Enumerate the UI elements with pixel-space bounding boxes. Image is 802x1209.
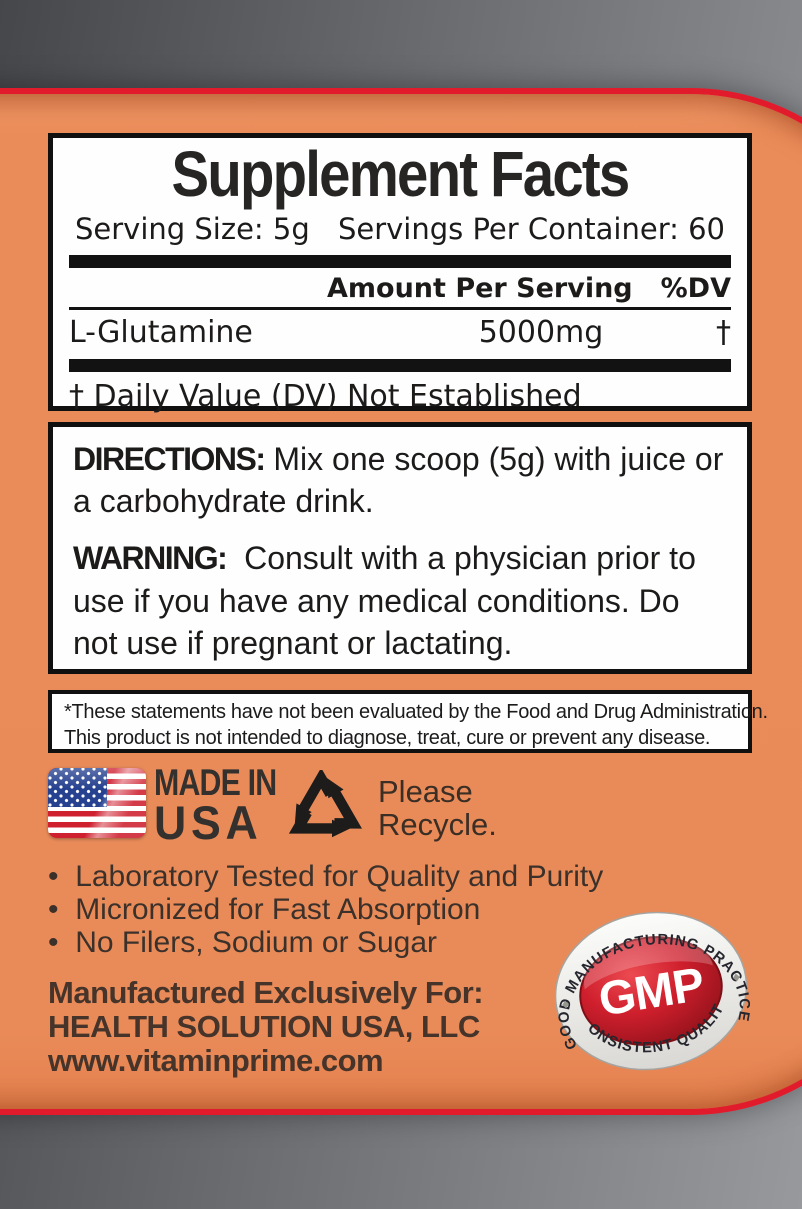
recycle-arrowhead: [326, 777, 344, 799]
feature-item: No Filers, Sodium or Sugar: [48, 926, 603, 959]
usa-text: USA: [154, 796, 263, 849]
ingredient-name: L-Glutamine: [69, 315, 253, 351]
gmp-gloss: [584, 931, 713, 990]
gmp-right-diamond: [732, 973, 740, 982]
fda-disclaimer-panel: *These statements have not been evaluate…: [48, 690, 768, 753]
directions-label: DIRECTIONS:: [73, 441, 266, 477]
recycle-arm: [298, 770, 335, 812]
manufactured-for-label: Manufactured Exclusively For:: [48, 975, 484, 1010]
recycle-arm: [330, 789, 362, 829]
amount-per-serving-header: Amount Per Serving: [327, 273, 633, 305]
serving-size: Serving Size: 5g: [75, 212, 310, 247]
directions-paragraph: DIRECTIONS: Mix one scoop (5g) with juic…: [73, 438, 727, 522]
directions-panel: DIRECTIONS: Mix one scoop (5g) with juic…: [48, 422, 752, 674]
gmp-red-oval: [579, 936, 723, 1046]
gmp-seal: GOOD MANUFACTURING PRACTICE CONSISTENT Q…: [552, 910, 750, 1071]
recycle-icon: [288, 770, 362, 838]
ingredient-dv: †: [716, 315, 731, 351]
thick-rule: [69, 359, 731, 373]
warning-label: WARNING:: [73, 540, 228, 577]
feature-item: Laboratory Tested for Quality and Purity: [48, 860, 603, 893]
recycle-arrowhead: [332, 819, 351, 838]
dv-header: %DV: [660, 273, 731, 305]
warning-text: Consult with a physician prior to use if…: [73, 540, 696, 661]
usa-flag-icon: [48, 768, 146, 838]
directions-text: Mix one scoop (5g) with juice or a carbo…: [73, 441, 724, 520]
recycle-line2: Recycle.: [378, 806, 497, 842]
ingredient-row: L-Glutamine 5000mg †: [69, 315, 731, 350]
manufacturer-website: www.vitaminprime.com: [48, 1043, 384, 1078]
manufacturer-name: HEALTH SOLUTION USA, LLC: [48, 1009, 480, 1044]
feature-list: Laboratory Tested for Quality and Purity…: [48, 860, 603, 959]
serving-row: Serving Size: 5g Servings Per Container:…: [69, 212, 731, 246]
feature-item: Micronized for Fast Absorption: [48, 893, 603, 926]
amount-header-row: Amount Per Serving %DV: [69, 273, 731, 304]
flag-gloss: [48, 768, 146, 838]
manufacturer-block: Manufactured Exclusively For: HEALTH SOL…: [48, 975, 484, 1078]
fda-disclaimer-line2: This product is not intended to diagnose…: [64, 727, 711, 749]
supplement-facts-title: Supplement Facts: [171, 138, 631, 210]
recycle-arm: [288, 809, 334, 834]
recycle-arrowhead: [294, 803, 312, 824]
ingredient-amount: 5000mg: [478, 315, 604, 351]
thin-rule: [69, 307, 731, 311]
made-in-text: MADE IN: [154, 762, 277, 803]
warning-paragraph: WARNING: Consult with a physician prior …: [73, 537, 727, 664]
servings-per-container: Servings Per Container: 60: [337, 212, 725, 247]
made-in-usa-badge: MADE IN USA: [154, 764, 303, 846]
gmp-left-diamond: [562, 1000, 570, 1009]
please-recycle-label: Please Recycle.: [378, 774, 497, 842]
supplement-facts-panel: Supplement Facts Serving Size: 5g Servin…: [48, 133, 752, 415]
fda-disclaimer-line1: *These statements have not been evaluate…: [64, 701, 768, 723]
thick-rule: [69, 255, 731, 269]
recycle-line1: Please: [378, 774, 473, 809]
dv-footnote: † Daily Value (DV) Not Established: [69, 379, 582, 415]
